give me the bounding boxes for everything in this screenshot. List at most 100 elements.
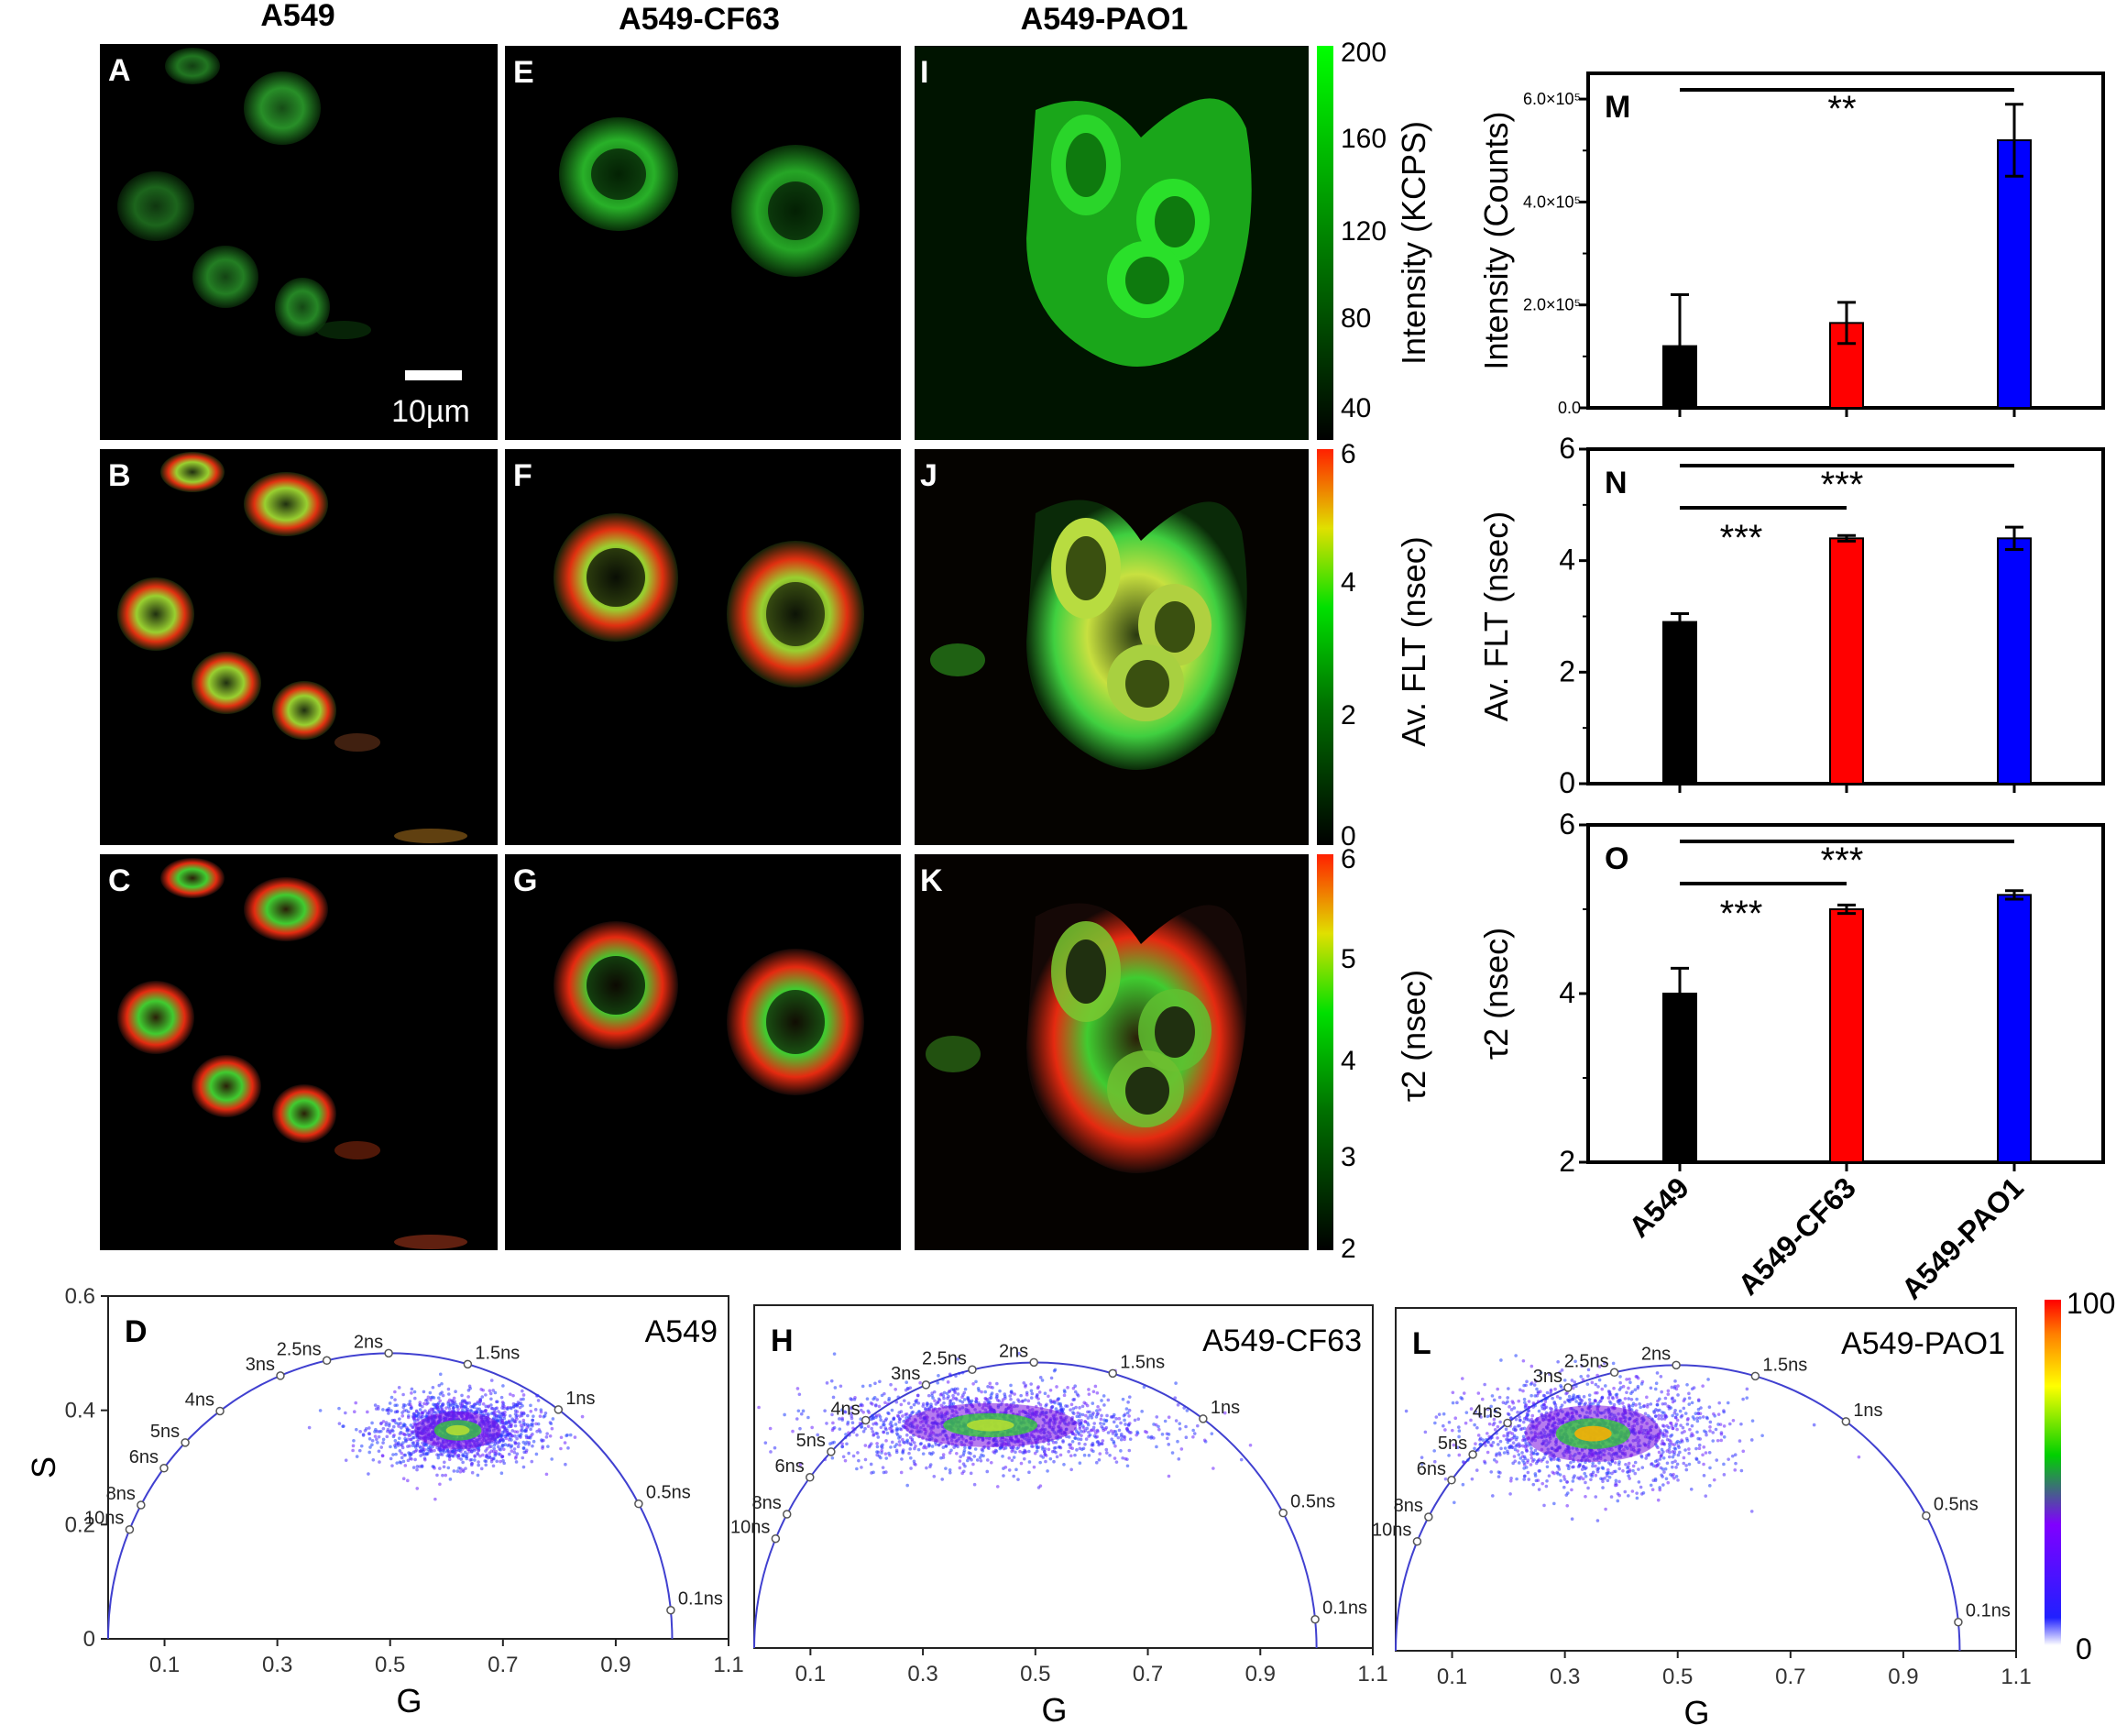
phasor-point — [512, 1405, 516, 1409]
phasor-point — [1702, 1415, 1705, 1419]
phasor-point — [1631, 1489, 1635, 1493]
phasor-point — [1660, 1473, 1663, 1477]
phasor-point — [1071, 1398, 1075, 1401]
phasor-point — [489, 1392, 493, 1396]
phasor-point — [1024, 1399, 1027, 1402]
phasor-point — [1687, 1447, 1691, 1451]
phasor-point — [525, 1434, 529, 1438]
phasor-point — [1598, 1379, 1602, 1382]
phasor-point — [1019, 1394, 1023, 1398]
bar — [1663, 622, 1696, 784]
phasor-point — [1123, 1414, 1126, 1418]
phasor-point — [1508, 1492, 1512, 1496]
phasor-point — [409, 1433, 412, 1436]
phasor-point — [1424, 1431, 1428, 1434]
phasor-point — [398, 1417, 401, 1421]
phasor-point — [1071, 1440, 1075, 1444]
phasor-point — [990, 1461, 993, 1465]
phasor-point — [400, 1456, 404, 1460]
phasor-point — [1607, 1396, 1611, 1400]
panel-letter-b: B — [108, 458, 131, 493]
phasor-point — [1462, 1483, 1465, 1487]
phasor-point — [1671, 1414, 1674, 1418]
phasor-point — [1120, 1433, 1124, 1436]
phasor-point — [574, 1435, 577, 1439]
phasor-point — [831, 1422, 835, 1425]
phasor-point — [832, 1441, 836, 1445]
phasor-point — [1471, 1478, 1475, 1481]
phasor-point — [1556, 1458, 1560, 1462]
phasor-point — [411, 1436, 415, 1440]
phasor-point — [470, 1458, 474, 1462]
panel-letter-k: K — [920, 863, 943, 898]
phasor-point — [1012, 1475, 1015, 1478]
lifetime-marker-label: 8ns — [106, 1484, 136, 1504]
phasor-point — [560, 1435, 564, 1439]
phasor-point — [358, 1430, 362, 1434]
phasor-point — [909, 1436, 913, 1440]
phasor-point — [367, 1472, 370, 1476]
phasor-point — [564, 1441, 567, 1445]
phasor-point — [418, 1403, 422, 1407]
lifetime-marker — [1279, 1510, 1287, 1517]
phasor-point — [392, 1425, 396, 1429]
phasor-point — [925, 1446, 928, 1450]
phasor-point — [1858, 1456, 1861, 1459]
phasor-point — [1075, 1430, 1079, 1434]
phasor-point — [1592, 1471, 1595, 1475]
phasor-point — [471, 1471, 475, 1475]
panel-letter-c: C — [108, 863, 131, 898]
phasor-point — [908, 1386, 912, 1390]
phasor-point — [998, 1447, 1002, 1451]
phasor-point — [513, 1440, 517, 1444]
phasor-point — [407, 1459, 411, 1463]
phasor-point — [1717, 1401, 1721, 1405]
phasor-point — [1536, 1452, 1540, 1456]
colorbar-intensity-label: Intensity (KCPS) — [1395, 121, 1432, 365]
phasor-point — [995, 1395, 999, 1399]
micrograph-intensity-pao1 — [915, 46, 1309, 440]
phasor-point — [1551, 1397, 1554, 1401]
phasor-point — [1146, 1435, 1150, 1439]
phasor-point — [831, 1456, 835, 1460]
phasor-point — [566, 1446, 570, 1450]
x-tick-label: 0.1 — [1437, 1665, 1467, 1689]
phasor-point — [1054, 1368, 1058, 1372]
phasor-point — [905, 1434, 909, 1437]
phasor-point — [1525, 1380, 1529, 1384]
phasor-point — [1565, 1504, 1569, 1508]
phasor-point — [1586, 1374, 1590, 1378]
phasor-point — [1461, 1377, 1464, 1380]
phasor-point — [1572, 1479, 1575, 1483]
phasor-point — [1066, 1386, 1069, 1390]
phasor-point — [798, 1392, 802, 1396]
phasor-point — [492, 1412, 496, 1415]
phasor-point — [1457, 1454, 1461, 1457]
phasor-point — [962, 1469, 966, 1473]
lifetime-marker-label: 5ns — [796, 1431, 826, 1451]
phasor-point — [545, 1432, 549, 1435]
phasor-point — [1476, 1448, 1480, 1452]
lifetime-marker-label: 3ns — [891, 1364, 920, 1384]
phasor-point — [1611, 1396, 1615, 1400]
phasor-point — [492, 1464, 496, 1467]
phasor-point — [1101, 1442, 1104, 1445]
phasor-point — [1102, 1423, 1106, 1426]
phasor-point — [398, 1436, 401, 1440]
phasor-point — [828, 1442, 832, 1445]
phasor-point — [1009, 1384, 1013, 1388]
phasor-point — [1110, 1429, 1113, 1433]
phasor-point — [386, 1435, 389, 1439]
phasor-point — [1723, 1424, 1727, 1428]
phasor-point — [1544, 1397, 1548, 1401]
phasor-point — [1507, 1452, 1510, 1456]
phasor-point — [1091, 1450, 1095, 1454]
phasor-point — [1535, 1479, 1539, 1483]
phasor-point — [1527, 1478, 1530, 1481]
phasor-point — [552, 1417, 555, 1421]
phasor-point — [1475, 1426, 1479, 1430]
phasor-point — [988, 1382, 992, 1386]
lifetime-marker-label: 1ns — [1211, 1398, 1240, 1418]
phasor-point — [1173, 1396, 1177, 1400]
phasor-point — [1498, 1396, 1502, 1400]
